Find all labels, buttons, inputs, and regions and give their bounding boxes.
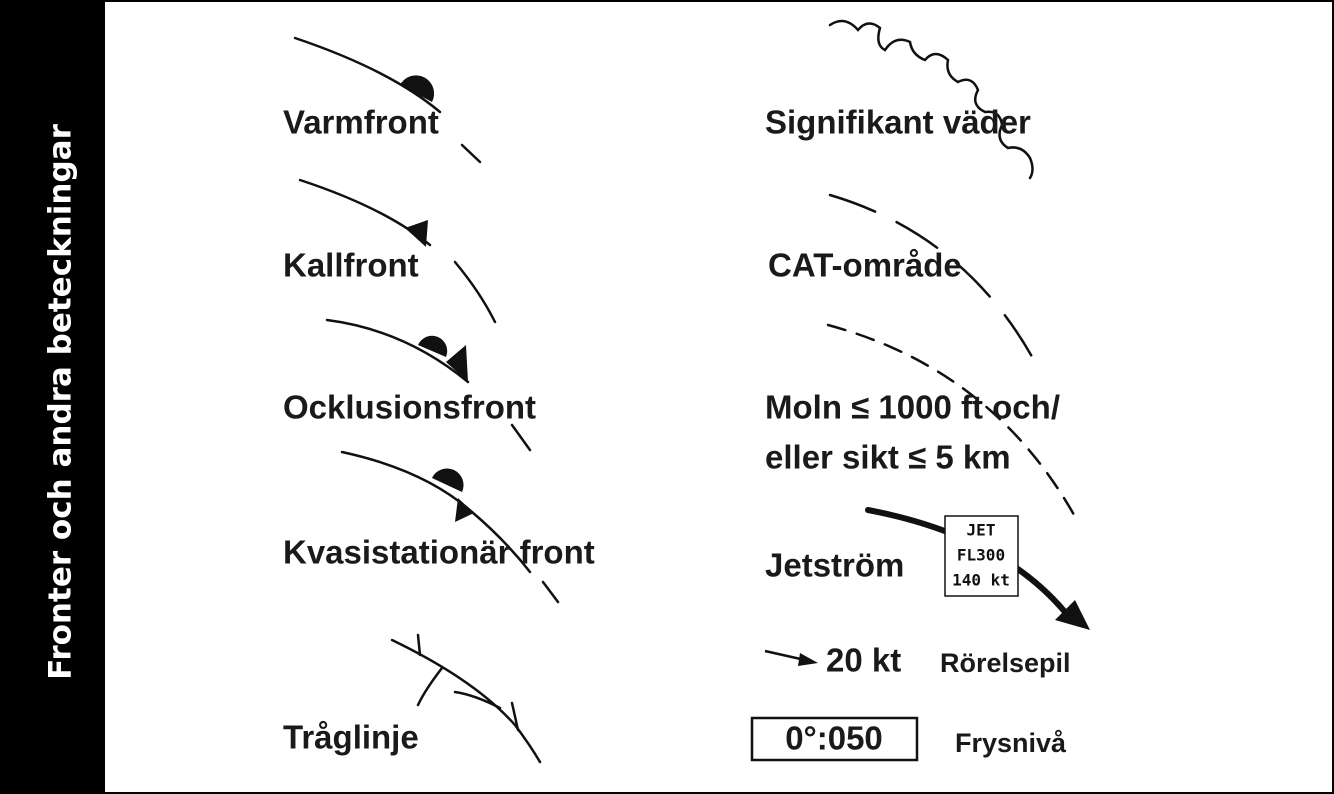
sidebar-title: Fronter och andra beteckningar — [43, 123, 79, 679]
jet-stream-symbol — [865, 507, 1090, 630]
trough-line-symbol — [390, 633, 542, 764]
occlusion-front-symbol — [325, 318, 532, 452]
left-label: Varmfront — [283, 104, 439, 141]
cold-front-symbol — [298, 178, 497, 324]
movement-label: Rörelsepil — [940, 648, 1071, 678]
left-label: Tråglinje — [283, 719, 419, 756]
movement-arrow — [764, 649, 818, 666]
significant-weather-label: Signifikant väder — [765, 104, 1031, 141]
jet-box-text: FL300 — [957, 546, 1005, 565]
cloud-visibility-symbol — [826, 323, 1080, 524]
movement-speed: 20 kt — [826, 642, 901, 679]
left-label: Kvasistationär front — [283, 534, 595, 571]
significant-weather-symbol — [828, 19, 1034, 180]
clouds-label: Moln ≤ 1000 ft och/ — [765, 389, 1060, 426]
freezing-box — [750, 716, 919, 762]
freezing-value: 0°:050 — [785, 720, 883, 757]
clouds-label: eller sikt ≤ 5 km — [765, 439, 1011, 476]
sidebar — [0, 0, 105, 794]
left-label: Kallfront — [283, 247, 419, 284]
cat-label: CAT-område — [768, 247, 962, 284]
warm-front-symbol — [293, 36, 482, 164]
jet-box-text: JET — [967, 521, 996, 540]
cat-symbol — [828, 193, 1037, 364]
freezing-label: Frysnivå — [955, 728, 1067, 758]
jet-box-text: 140 kt — [952, 571, 1010, 590]
stationary-front-symbol — [340, 450, 560, 604]
left-label: Ocklusionsfront — [283, 389, 536, 426]
jet-label: Jetström — [765, 547, 904, 584]
